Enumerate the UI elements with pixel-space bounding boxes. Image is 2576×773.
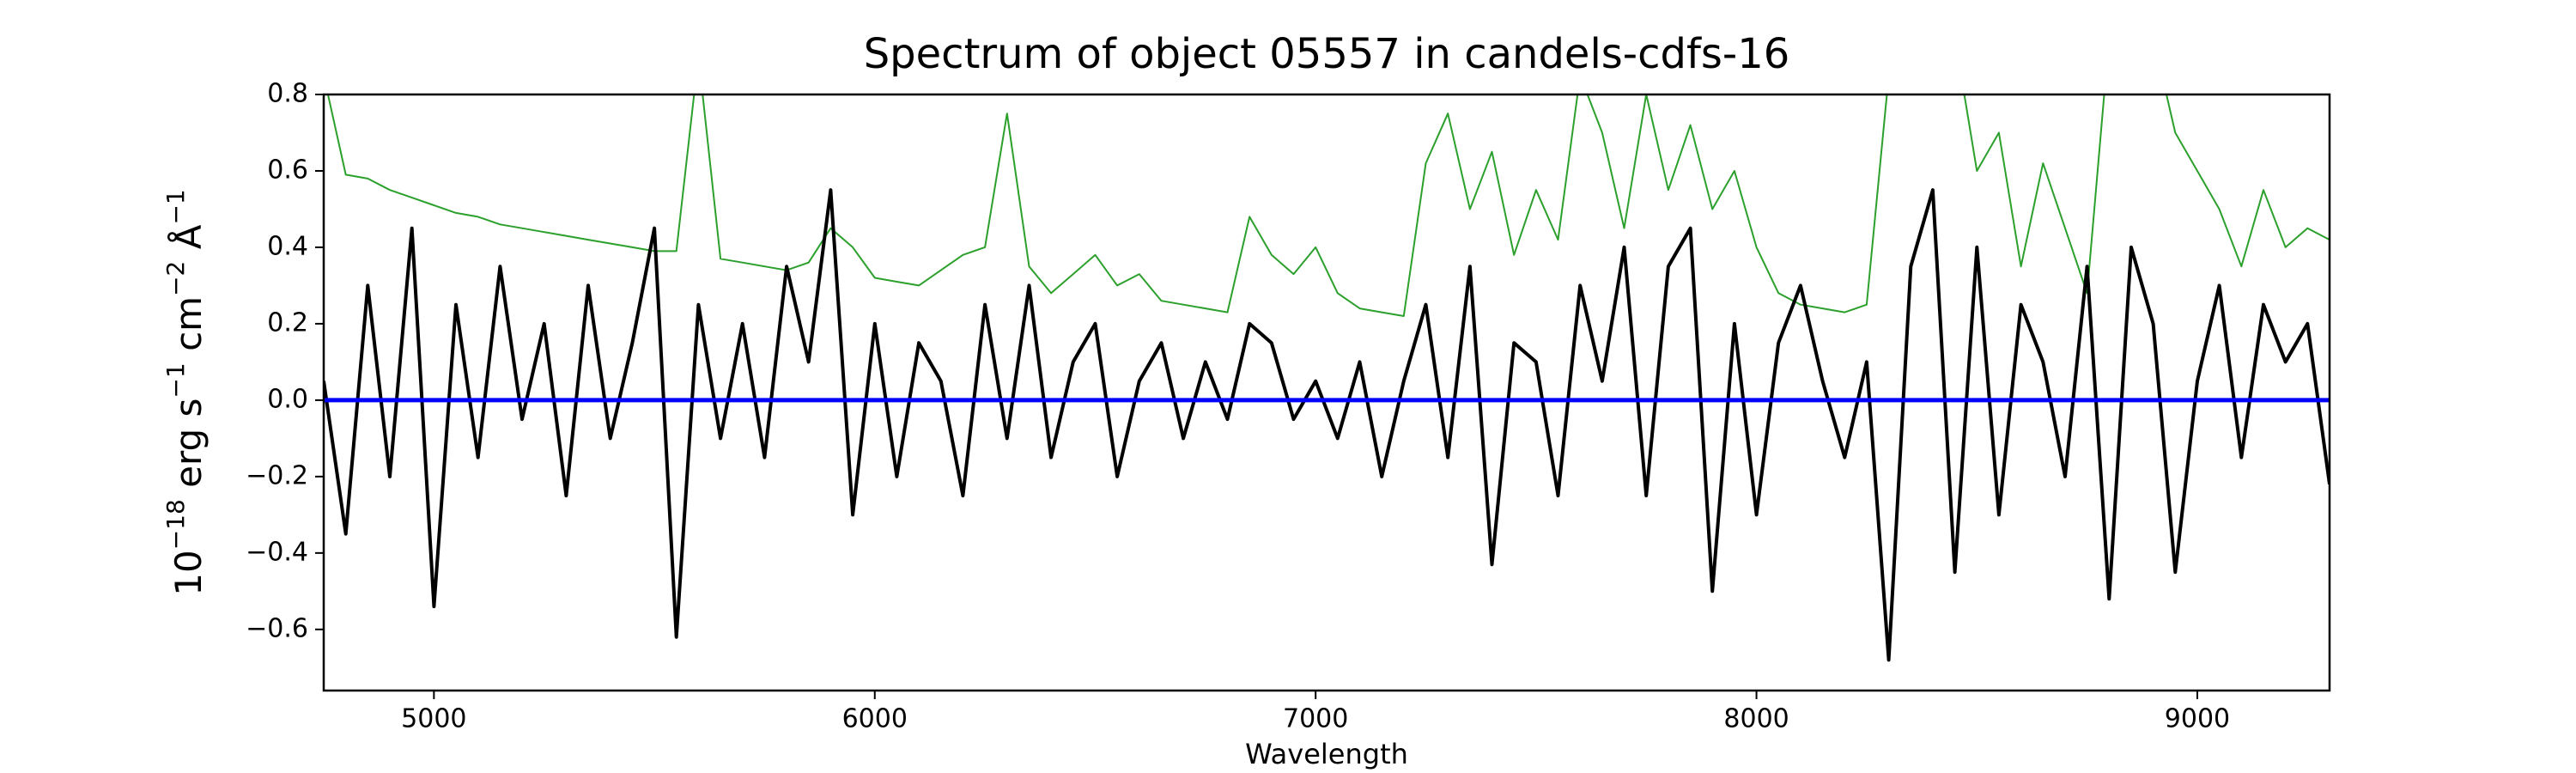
y-label-exponent: −1 bbox=[161, 362, 190, 398]
x-tick-label: 9000 bbox=[2165, 704, 2230, 734]
y-label-exponent: −18 bbox=[161, 499, 190, 550]
x-tick-label: 7000 bbox=[1283, 704, 1348, 734]
axes-frame bbox=[322, 93, 2331, 692]
y-tick-label: 0.8 bbox=[267, 79, 308, 109]
x-tick-label: 5000 bbox=[401, 704, 466, 734]
x-tick-label: 6000 bbox=[842, 704, 908, 734]
y-label-exponent: −2 bbox=[161, 261, 190, 296]
x-axis-label: Wavelength bbox=[1245, 738, 1408, 770]
spectrum-line bbox=[324, 188, 2330, 662]
y-tick-label: −0.2 bbox=[246, 460, 308, 490]
chart-title: Spectrum of object 05557 in candels-cdfs… bbox=[864, 30, 1790, 78]
y-tick-label: 0.2 bbox=[267, 307, 308, 338]
y-label-part: 10 bbox=[167, 550, 210, 595]
x-tick-label: 8000 bbox=[1723, 704, 1789, 734]
spectrum-line bbox=[326, 94, 2330, 317]
plot-area bbox=[324, 94, 2330, 662]
y-tick-label: −0.4 bbox=[246, 537, 308, 567]
y-label-part: cm bbox=[167, 296, 210, 362]
y-tick-label: −0.6 bbox=[246, 613, 308, 643]
y-axis-label: 10−18 erg s−1 cm−2 Å−1 bbox=[161, 189, 210, 595]
y-label-exponent: −1 bbox=[161, 189, 190, 224]
y-tick-label: 0.4 bbox=[267, 231, 308, 261]
y-label-part: erg s bbox=[167, 399, 210, 500]
y-label-part: Å bbox=[167, 224, 210, 260]
y-tick-label: 0.0 bbox=[267, 384, 308, 414]
y-tick-label: 0.6 bbox=[267, 155, 308, 185]
